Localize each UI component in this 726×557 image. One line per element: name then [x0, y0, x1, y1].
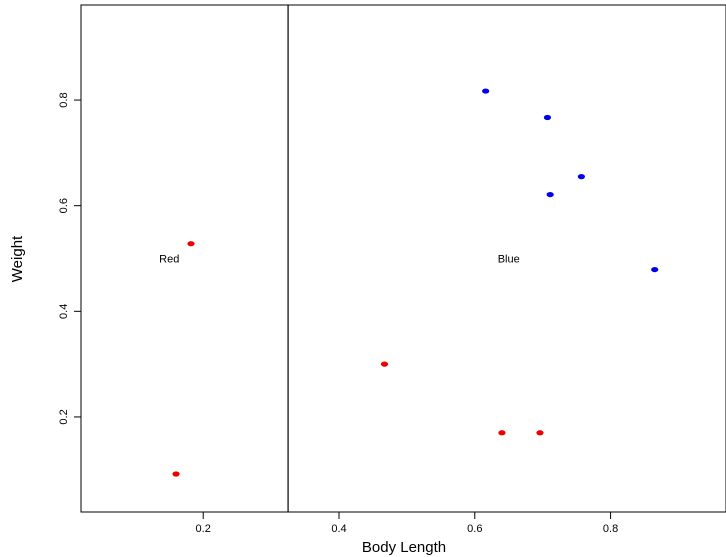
region-label-red: Red — [159, 254, 179, 266]
red-point — [187, 241, 195, 247]
blue-point — [577, 174, 585, 180]
data-points — [172, 88, 659, 477]
y-tick-label: 0.2 — [58, 409, 70, 424]
y-tick-label: 0.6 — [58, 198, 70, 213]
y-tick-label: 0.4 — [58, 304, 70, 319]
x-tick-label: 0.6 — [467, 523, 482, 535]
blue-point — [482, 88, 490, 94]
region-label-blue: Blue — [498, 254, 520, 266]
blue-point — [651, 266, 659, 273]
x-tick-label: 0.2 — [196, 523, 211, 535]
x-axis: 0.2 0.4 0.6 0.8 — [196, 511, 618, 535]
x-tick-label: 0.4 — [331, 523, 346, 535]
red-point — [172, 471, 180, 477]
blue-point — [543, 114, 552, 121]
blue-point — [546, 191, 554, 198]
y-axis-title: Weight — [9, 235, 26, 282]
x-axis-title: Body Length — [362, 539, 446, 556]
x-tick-label: 0.8 — [603, 523, 618, 535]
y-axis: 0.2 0.4 0.6 0.8 — [58, 92, 82, 425]
red-point — [498, 430, 506, 436]
y-tick-label: 0.8 — [58, 92, 70, 107]
red-point — [380, 361, 389, 367]
red-point — [536, 430, 544, 436]
region-labels: Red Blue — [159, 254, 520, 266]
